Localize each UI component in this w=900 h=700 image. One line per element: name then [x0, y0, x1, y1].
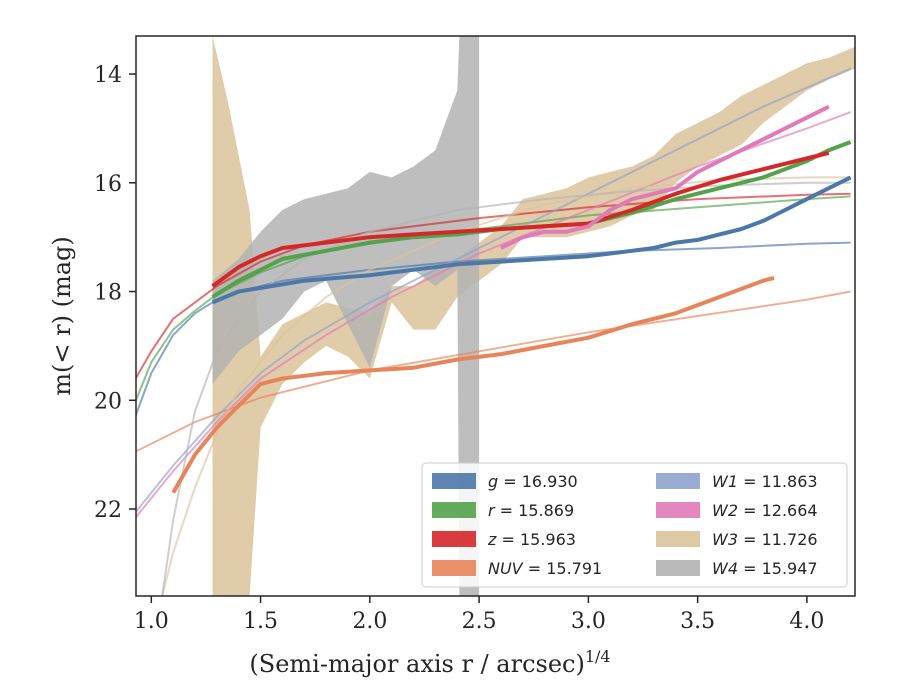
legend-swatch-w3	[656, 531, 700, 547]
x-tick-label: 1.0	[134, 609, 169, 634]
legend-label-g: g = 16.930	[488, 472, 578, 491]
y-tick-label: 22	[94, 498, 122, 523]
legend-label-w2: W2 = 12.664	[712, 501, 818, 520]
x-tick-label: 4.0	[789, 609, 824, 634]
x-tick-label: 3.5	[680, 609, 715, 634]
data-curves	[171, 104, 852, 494]
legend-label-z: z = 15.963	[487, 530, 576, 549]
x-axis-label-text: (Semi-major axis r / arcsec)	[249, 650, 584, 678]
legend-swatch-r	[432, 502, 476, 518]
legend-swatch-g	[432, 473, 476, 489]
curve-z	[211, 150, 830, 288]
curve-nuv	[171, 275, 775, 494]
legend-label-r: r = 15.869	[488, 501, 574, 520]
legend: g = 16.930 r = 15.869 z = 15.963 NUV = 15.7…	[421, 462, 848, 588]
legend-label-nuv: NUV = 15.791	[488, 559, 602, 578]
curve-w2	[500, 104, 830, 250]
fit-w3	[161, 176, 851, 596]
band-w3	[212, 36, 855, 596]
x-axis-label: (Semi-major axis r / arcsec)1/4	[249, 647, 610, 678]
x-tick-label: 1.5	[243, 609, 278, 634]
y-tick-label: 20	[94, 389, 122, 414]
x-axis-ticks: 1.0 1.5 2.0 2.5 3.0 3.5 4.0	[134, 596, 824, 634]
x-tick-label: 2.0	[352, 609, 387, 634]
legend-box	[421, 462, 848, 588]
curve-g	[211, 175, 852, 305]
legend-swatch-w4	[656, 560, 700, 576]
legend-swatch-z	[432, 531, 476, 547]
x-tick-label: 2.5	[462, 609, 497, 634]
fit-g	[136, 241, 851, 418]
y-tick-label: 14	[94, 63, 122, 88]
y-axis-label: m(< r) (mag)	[48, 236, 76, 395]
legend-swatch-w2	[656, 502, 700, 518]
legend-label-w1: W1 = 11.863	[712, 472, 818, 491]
fit-nuv	[136, 290, 851, 453]
x-axis-label-exponent: 1/4	[585, 647, 611, 666]
y-tick-label: 18	[94, 281, 122, 306]
x-tick-label: 3.0	[571, 609, 606, 634]
legend-label-w4: W4 = 15.947	[712, 559, 818, 578]
y-tick-label: 16	[94, 172, 122, 197]
legend-label-w3: W3 = 11.726	[712, 530, 818, 549]
y-axis-ticks: 14 16 18 20 22	[94, 63, 136, 523]
plot-frame	[135, 35, 856, 597]
fit-w1	[136, 67, 851, 514]
legend-swatch-w1	[656, 473, 700, 489]
legend-swatch-nuv	[432, 560, 476, 576]
